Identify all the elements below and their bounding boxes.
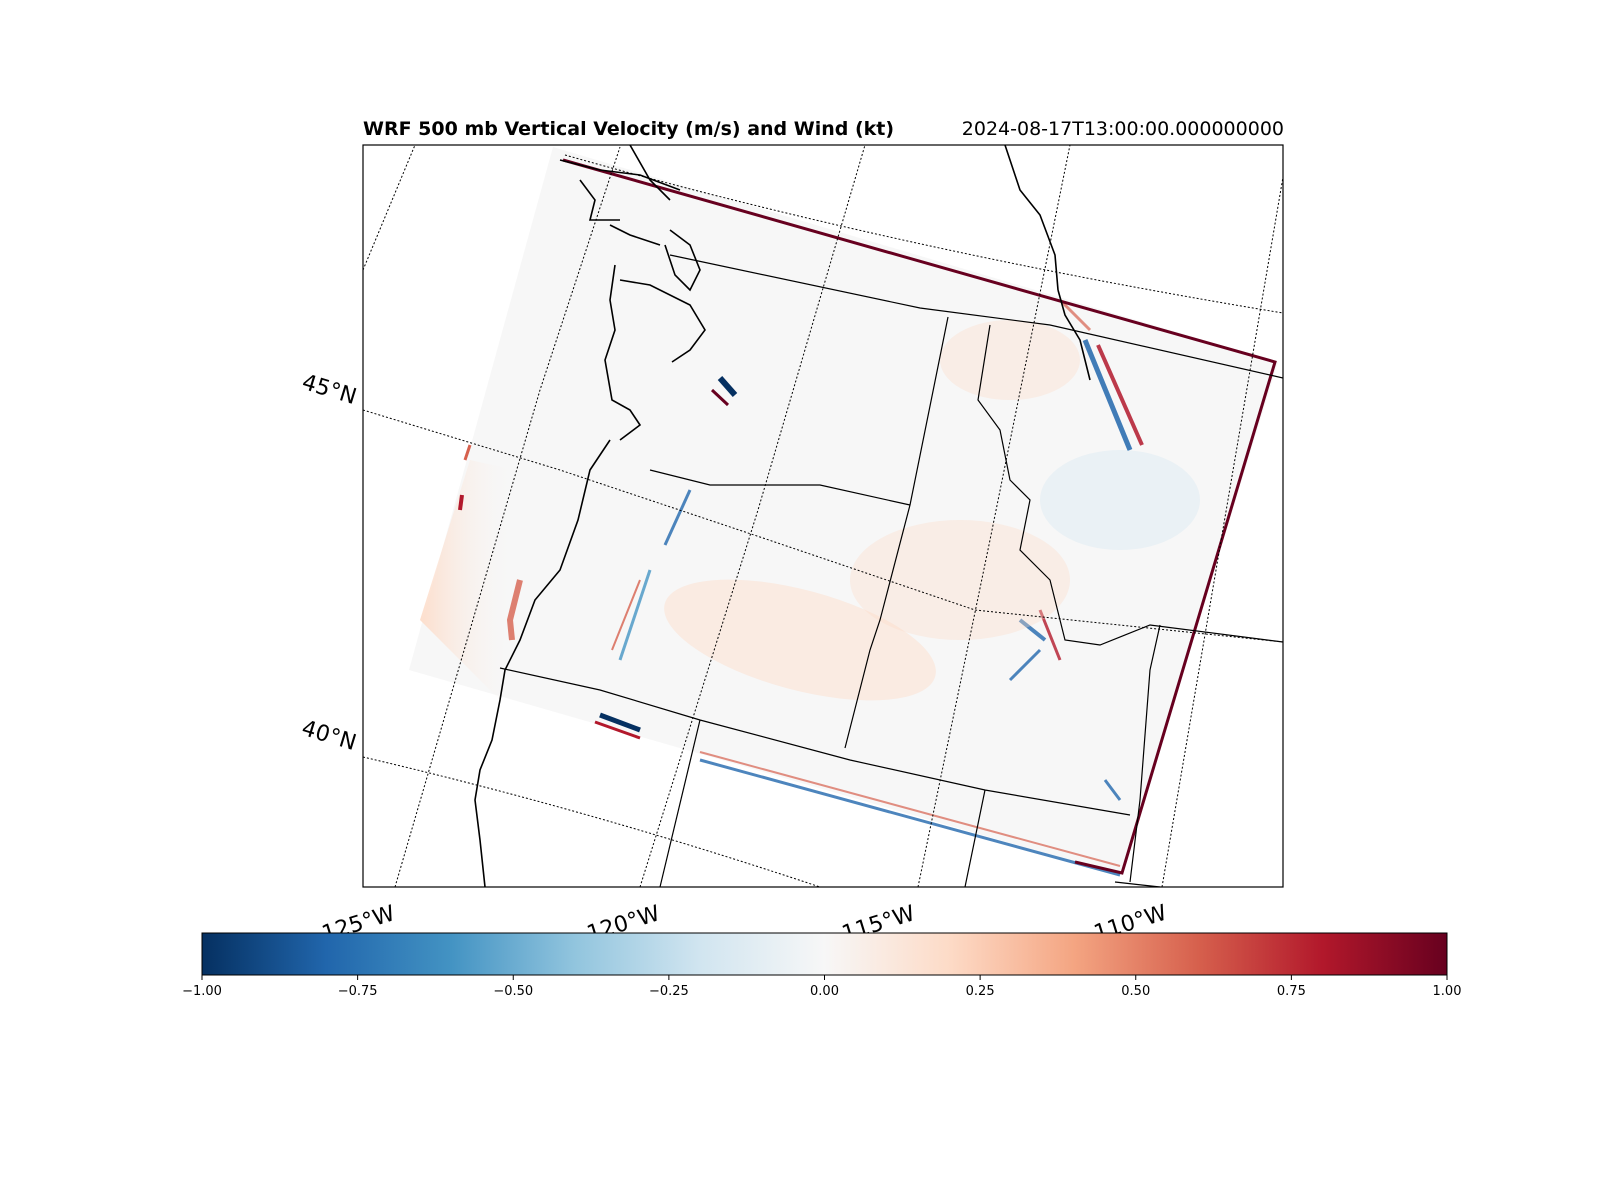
- map-title: WRF 500 mb Vertical Velocity (m/s) and W…: [363, 118, 895, 140]
- colorbar-tick-label: 0.75: [1277, 984, 1306, 999]
- colorbar-tick-label: −0.50: [493, 984, 533, 999]
- model-domain: [409, 147, 1278, 875]
- coastline: [474, 145, 1091, 887]
- valid-time: 2024-08-17T13:00:00.000000000: [961, 118, 1284, 140]
- colorbar-tick-label: 1.00: [1433, 984, 1462, 999]
- colorbar-tick-label: −0.75: [338, 984, 378, 999]
- domain-edge: [562, 158, 1277, 875]
- graticule: [363, 145, 1283, 887]
- colorbar-ticks: −1.00 −0.75 −0.50 −0.25 0.00 0.25 0.50 0.75 1.00: [182, 975, 1461, 999]
- colorbar-tick-label: 0.00: [810, 984, 839, 999]
- colorbar: [201, 932, 1448, 976]
- lat-label-40: 40°N: [299, 716, 359, 756]
- state-borders: [499, 254, 1283, 887]
- colorbar-tick-label: 0.50: [1121, 984, 1150, 999]
- map-frame: [362, 144, 1284, 888]
- colorbar-tick-label: −1.00: [182, 984, 222, 999]
- colorbar-tick-label: −0.25: [649, 984, 689, 999]
- vertical-velocity-field: [420, 298, 1200, 877]
- colorbar-tick-label: 0.25: [966, 984, 995, 999]
- lat-label-45: 45°N: [299, 370, 359, 410]
